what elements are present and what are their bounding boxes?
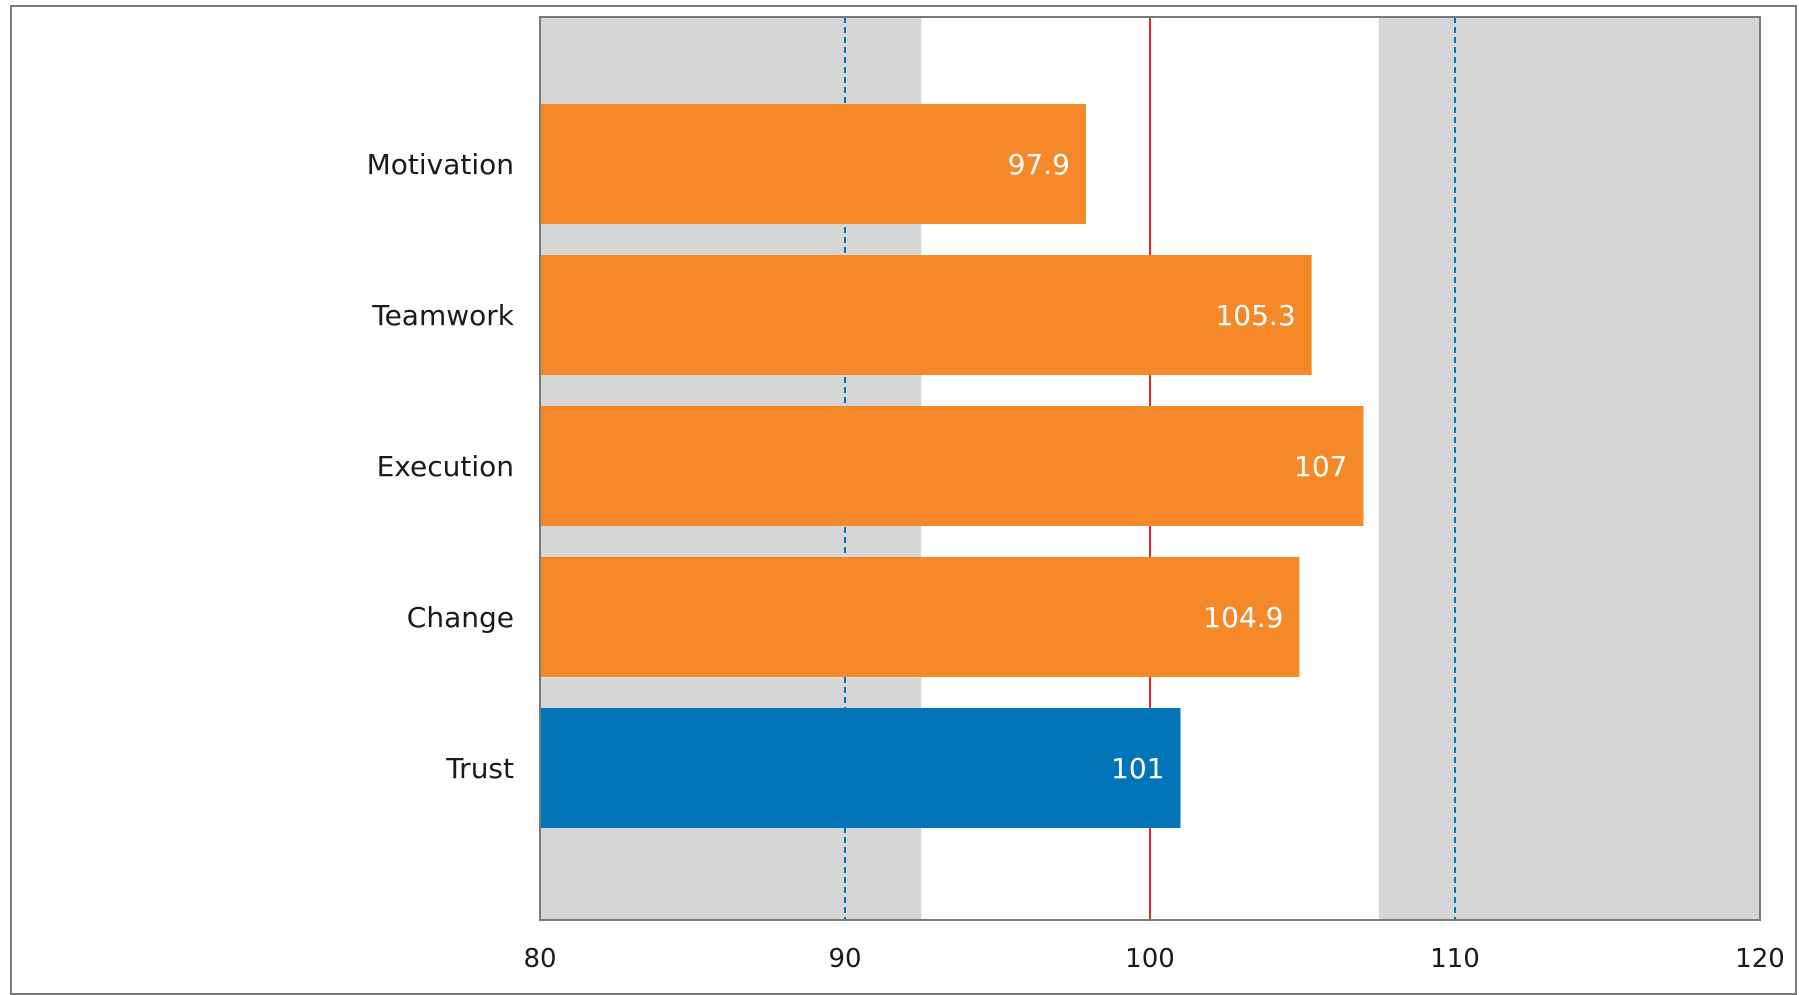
value-label-trust: 101 [1111, 752, 1164, 785]
x-tick-label-80: 80 [523, 944, 556, 974]
bar-change [540, 557, 1300, 677]
value-label-motivation: 97.9 [1008, 148, 1070, 181]
bar-motivation [540, 104, 1086, 224]
category-label-teamwork: Teamwork [371, 299, 515, 332]
category-label-motivation: Motivation [367, 148, 514, 181]
bar-execution [540, 406, 1364, 526]
bars: 97.9 105.3 107 104.9 101 [540, 104, 1364, 828]
value-label-teamwork: 105.3 [1215, 299, 1295, 332]
value-label-execution: 107 [1294, 450, 1347, 483]
category-label-trust: Trust [445, 752, 514, 785]
category-label-execution: Execution [377, 450, 514, 483]
x-tick-labels: 80 90 100 110 120 [523, 944, 1784, 974]
bar-teamwork [540, 255, 1312, 375]
x-tick-label-110: 110 [1430, 944, 1480, 974]
plot-area-border [539, 16, 1761, 921]
x-tick-label-100: 100 [1125, 944, 1175, 974]
bar-trust [540, 708, 1181, 828]
x-tick-label-90: 90 [828, 944, 861, 974]
x-tick-label-120: 120 [1735, 944, 1785, 974]
value-label-change: 104.9 [1203, 601, 1283, 634]
category-label-change: Change [407, 601, 514, 634]
category-labels: Motivation Teamwork Execution Change Trust [367, 148, 515, 785]
shaded-band-1 [1378, 17, 1760, 920]
